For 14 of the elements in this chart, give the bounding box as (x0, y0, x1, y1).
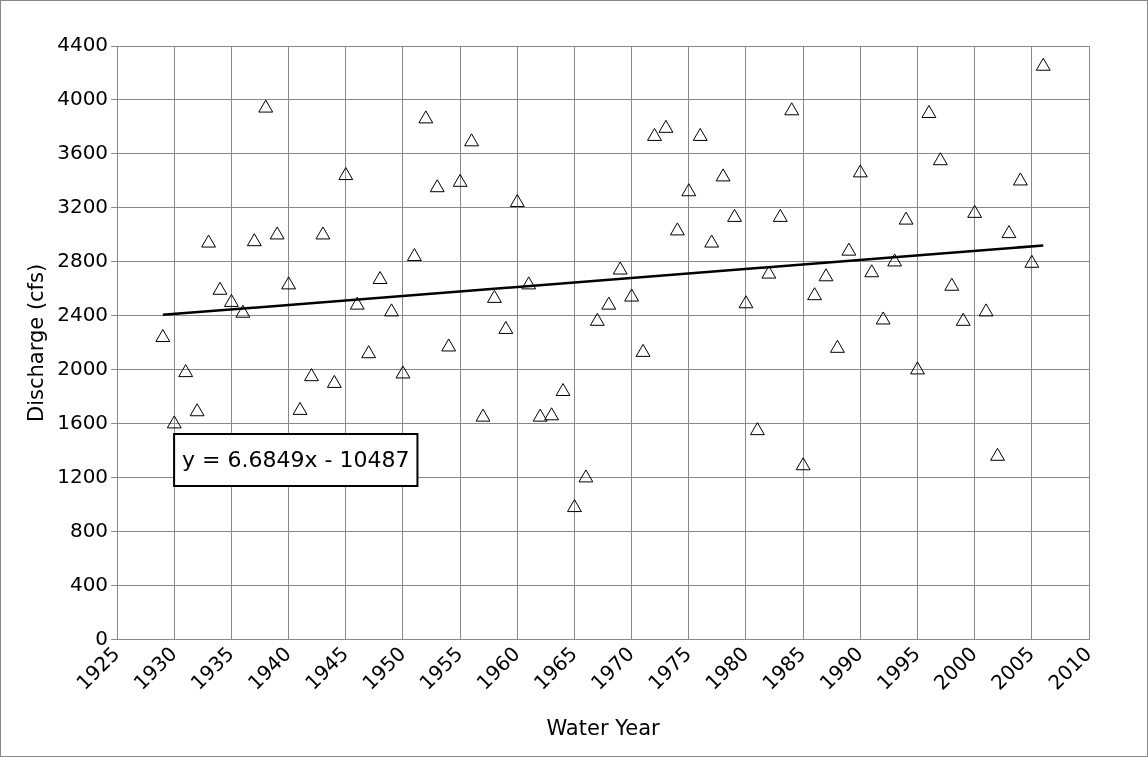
y-tick-label: 400 (69, 572, 109, 597)
y-tick-label: 3600 (57, 140, 109, 165)
y-tick-label: 1200 (57, 464, 109, 489)
y-tick-label: 800 (69, 518, 109, 543)
y-tick-label: 4000 (57, 86, 109, 111)
y-axis-title: Discharge (cfs) (24, 263, 49, 422)
x-axis-title: Water Year (546, 715, 661, 740)
y-tick-label: 2800 (57, 248, 109, 273)
y-tick-label: 1600 (57, 410, 109, 435)
annotation: y = 6.6849x - 10487 (182, 446, 410, 472)
y-tick-label: 3200 (57, 194, 109, 219)
y-tick-label: 4400 (57, 32, 109, 57)
y-tick-label: 2400 (57, 302, 109, 327)
y-tick-label: 2000 (57, 356, 109, 381)
